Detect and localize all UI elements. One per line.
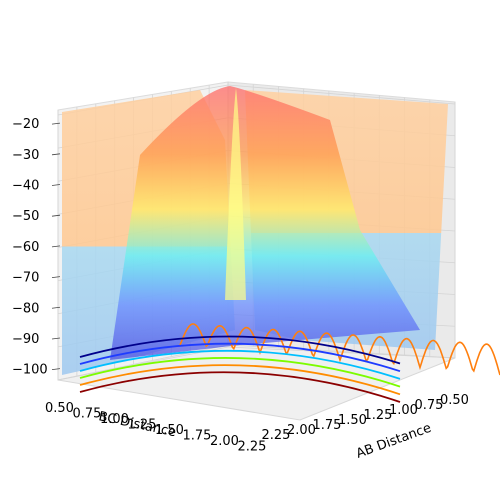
x-tick-labels: 0.500.751.001.251.501.752.002.25 [45, 401, 266, 455]
y-tick-label: 2.25 [262, 428, 291, 443]
x-axis-title: BC Distance [97, 409, 177, 440]
z-tick-label: −40 [12, 179, 39, 194]
trajectory-line [179, 323, 500, 376]
y-tick-label: 0.50 [440, 393, 469, 408]
trajectory-group [179, 323, 500, 376]
z-tick-label: −100 [12, 363, 48, 378]
y-tick-label: 1.50 [338, 413, 367, 428]
z-tick-label: −70 [12, 271, 39, 286]
contour-line [79, 335, 401, 365]
x-tick-label: 1.50 [155, 423, 184, 438]
surface-ridge [225, 88, 246, 300]
z-tick-label: −90 [12, 332, 39, 347]
z-tick-mark [51, 184, 61, 186]
z-tick-mark [51, 368, 61, 371]
contour-line [79, 364, 401, 396]
contour-line [79, 349, 401, 380]
z-tick-mark [51, 245, 61, 248]
z-tick-labels: −20 −30 −40 −50 −60 −70 −80 −90 −100 [12, 117, 61, 378]
y-tick-labels: 0.500.751.001.251.501.752.002.25 [262, 393, 469, 443]
surface-peak [110, 86, 420, 360]
z-tick-mark [51, 214, 61, 217]
contour-line [79, 342, 401, 373]
z-tick-label: −80 [12, 301, 39, 316]
z-tick-mark [51, 276, 61, 278]
y-tick-label: 1.00 [389, 403, 418, 418]
z-tick-mark [51, 337, 61, 340]
contour-line [79, 357, 401, 388]
x-tick-label: 1.00 [100, 412, 129, 427]
x-tick-label: 2.00 [210, 434, 239, 449]
z-tick-mark [51, 122, 61, 125]
z-tick-mark [51, 306, 61, 309]
x-tick-label: 1.25 [128, 418, 157, 433]
contour-line [79, 371, 401, 403]
x-tick-label: 0.75 [73, 407, 102, 422]
x-tick-label: 1.75 [183, 429, 212, 444]
z-tick-label: −60 [12, 240, 39, 255]
z-tick-label: −30 [12, 148, 39, 163]
y-tick-label: 2.00 [287, 423, 316, 438]
z-tick-label: −20 [12, 117, 39, 132]
x-tick-label: 2.25 [238, 440, 267, 455]
z-tick-label: −50 [12, 209, 39, 224]
z-tick-mark [51, 153, 61, 156]
grid-line [227, 84, 456, 105]
y-tick-label: 1.25 [364, 408, 393, 423]
contour-group [79, 335, 401, 403]
grid-line [57, 346, 229, 381]
y-tick-label: 1.75 [313, 418, 342, 433]
y-tick-label: 0.75 [415, 398, 444, 413]
x-tick-label: 0.50 [45, 401, 74, 416]
